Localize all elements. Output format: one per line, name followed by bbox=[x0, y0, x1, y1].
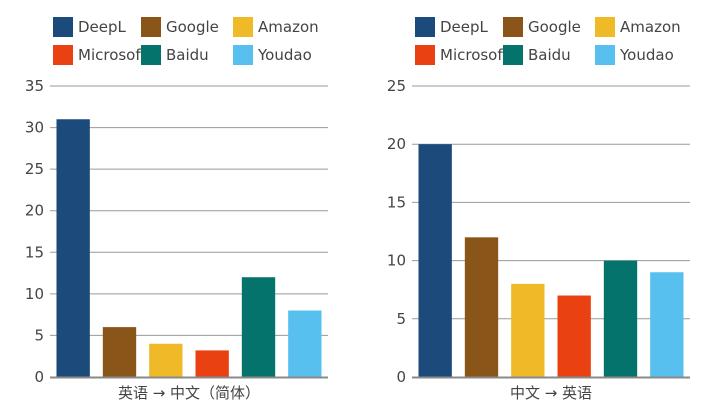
bar-google bbox=[102, 327, 137, 377]
y-tick-label: 20 bbox=[25, 202, 44, 220]
y-tick-label: 15 bbox=[387, 193, 406, 211]
bar-microsoft bbox=[195, 350, 229, 377]
legend-swatch bbox=[53, 45, 73, 65]
chart-panel-1: DeepL Google Amazon Microsoft Baidu Youdao 0 5 1… bbox=[25, 17, 328, 402]
chart-panel-2: DeepL Google Amazon Microsoft Baidu Youdao 0 5 1… bbox=[387, 17, 690, 402]
legend-swatch bbox=[415, 17, 435, 37]
x-axis-label: 英语 → 中文（简体） bbox=[118, 384, 260, 402]
y-tick-label: 10 bbox=[25, 285, 44, 303]
y-tick-label: 15 bbox=[25, 243, 44, 261]
y-tick-label: 10 bbox=[387, 252, 406, 270]
y-tick-label: 25 bbox=[387, 77, 406, 95]
bar-amazon bbox=[511, 283, 545, 377]
y-tick-label: 25 bbox=[25, 160, 44, 178]
legend-swatch bbox=[141, 45, 161, 65]
legend-label: Google bbox=[528, 18, 581, 36]
y-tick-label: 5 bbox=[396, 310, 406, 328]
legend-label: Microsoft bbox=[440, 46, 508, 64]
legend-label: Amazon bbox=[620, 18, 681, 36]
legend-swatch bbox=[503, 17, 523, 37]
bar-deepl bbox=[56, 119, 90, 377]
bar-google bbox=[464, 237, 499, 377]
legend-label: Baidu bbox=[528, 46, 571, 64]
legend-swatch bbox=[233, 45, 253, 65]
bar-baidu bbox=[603, 260, 638, 377]
y-tick-label: 35 bbox=[25, 77, 44, 95]
legend-label: DeepL bbox=[440, 18, 489, 36]
x-axis-label: 中文 → 英语 bbox=[510, 384, 592, 402]
bar-deepl bbox=[418, 144, 452, 377]
legend-swatch bbox=[503, 45, 523, 65]
y-tick-label: 20 bbox=[387, 135, 406, 153]
legend-swatch bbox=[233, 17, 253, 37]
legend-label: DeepL bbox=[78, 18, 127, 36]
y-tick-label: 5 bbox=[34, 326, 44, 344]
legend-swatch bbox=[141, 17, 161, 37]
legend: DeepL Google Amazon Microsoft Baidu Youdao bbox=[53, 17, 319, 65]
bar-amazon bbox=[149, 343, 183, 377]
bar-youdao bbox=[288, 310, 322, 377]
legend-swatch bbox=[415, 45, 435, 65]
legend-label: Google bbox=[166, 18, 219, 36]
y-tick-label: 0 bbox=[34, 368, 44, 386]
legend-swatch bbox=[595, 17, 615, 37]
legend: DeepL Google Amazon Microsoft Baidu Youdao bbox=[415, 17, 681, 65]
legend-label: Youdao bbox=[257, 46, 312, 64]
y-tick-label: 0 bbox=[396, 368, 406, 386]
bar-baidu bbox=[241, 277, 276, 377]
y-tick-label: 30 bbox=[25, 119, 44, 137]
legend-label: Baidu bbox=[166, 46, 209, 64]
bar-microsoft bbox=[557, 295, 591, 377]
legend-label: Microsoft bbox=[78, 46, 146, 64]
bar-youdao bbox=[650, 272, 684, 377]
legend-label: Amazon bbox=[258, 18, 319, 36]
legend-swatch bbox=[595, 45, 615, 65]
legend-swatch bbox=[53, 17, 73, 37]
legend-label: Youdao bbox=[619, 46, 674, 64]
